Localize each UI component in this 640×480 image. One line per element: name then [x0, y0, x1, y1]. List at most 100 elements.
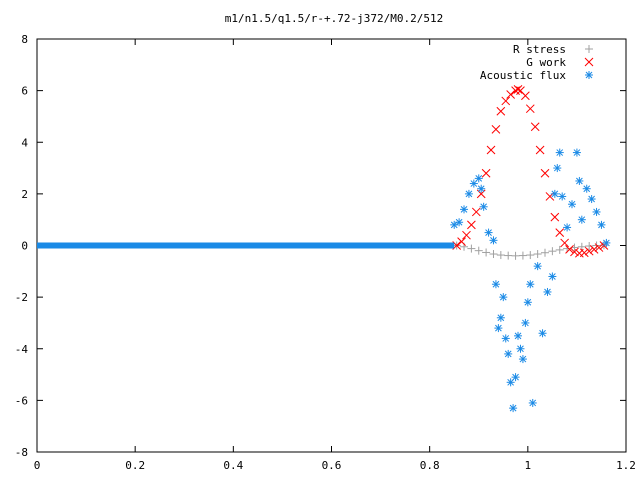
data-point [548, 247, 557, 256]
data-point [469, 179, 478, 188]
y-tick-label: 0 [21, 240, 28, 253]
data-point [533, 262, 542, 271]
data-point [584, 246, 594, 256]
series-0 [452, 241, 608, 260]
data-point [482, 248, 491, 257]
x-tick-label: 0.2 [125, 459, 145, 472]
data-point [535, 145, 545, 155]
data-point [489, 236, 498, 245]
data-point [565, 245, 574, 254]
chart-title: m1/n1.5/q1.5/r-+.72-j372/M0.2/512 [225, 12, 444, 25]
y-tick-label: -2 [15, 291, 28, 304]
data-point [460, 205, 469, 214]
data-point [525, 104, 535, 114]
data-point [516, 344, 525, 353]
data-point [594, 243, 604, 252]
data-point [471, 207, 481, 217]
data-point [528, 398, 537, 407]
data-point [518, 355, 527, 364]
data-point [553, 164, 562, 173]
legend-marker [585, 71, 593, 79]
data-point [597, 220, 606, 229]
legend-marker [585, 45, 593, 53]
data-point [560, 238, 569, 248]
data-point [587, 195, 596, 204]
data-point [474, 174, 483, 183]
data-point [533, 250, 542, 259]
x-tick-label: 1 [525, 459, 532, 472]
data-point [499, 293, 508, 302]
data-point [572, 148, 581, 157]
data-point [491, 124, 501, 134]
data-point [555, 245, 564, 254]
data-point [464, 189, 473, 198]
data-point [479, 202, 488, 211]
legend-label: Acoustic flux [480, 69, 566, 82]
data-point [513, 84, 523, 94]
data-point [511, 373, 520, 382]
y-tick-label: -4 [15, 343, 29, 356]
data-point [501, 334, 510, 343]
axis-ticks: 0 0.2 0.4 0.6 0.8 1 1.2 8 6 4 2 0 -2 -4 -6 -8 [15, 33, 636, 472]
y-tick-label: 2 [21, 188, 28, 201]
data-point [496, 251, 505, 260]
data-point [550, 212, 560, 222]
data-point [558, 192, 567, 201]
x-tick-label: 0 [34, 459, 41, 472]
legend-marker [584, 57, 594, 67]
dense-marker-band [37, 242, 455, 249]
legend-label: R stress [513, 43, 566, 56]
series-3 [37, 242, 455, 249]
data-point [575, 176, 584, 185]
data-point [509, 404, 518, 413]
x-tick-label: 1.2 [616, 459, 636, 472]
data-point [526, 251, 535, 260]
data-point [538, 329, 547, 338]
data-point [555, 228, 565, 237]
data-point [506, 378, 515, 387]
data-point [501, 96, 511, 106]
data-point [518, 251, 527, 260]
series-2 [450, 148, 611, 413]
data-point [496, 106, 506, 116]
data-point [541, 248, 550, 257]
data-series [37, 84, 611, 413]
data-point [521, 91, 530, 101]
data-point [486, 145, 496, 155]
data-point [514, 331, 523, 340]
data-point [477, 184, 486, 193]
data-point [494, 324, 503, 333]
data-point [530, 122, 540, 132]
data-point [523, 298, 532, 307]
legend-label: G work [526, 56, 566, 69]
data-point [504, 349, 513, 358]
data-point [548, 272, 557, 281]
series-1 [452, 84, 609, 258]
data-point [496, 313, 505, 322]
data-point [550, 189, 559, 198]
data-point [570, 247, 579, 257]
y-tick-label: 4 [21, 136, 28, 149]
data-point [481, 168, 491, 178]
y-tick-label: 8 [21, 33, 28, 46]
data-point [467, 244, 476, 253]
data-point [455, 218, 464, 227]
data-point [540, 168, 550, 178]
data-point [555, 148, 564, 157]
data-point [504, 251, 513, 260]
data-point [582, 184, 591, 193]
data-point [484, 228, 493, 237]
data-point [577, 215, 586, 224]
data-point [521, 318, 530, 327]
y-tick-label: 6 [21, 85, 28, 98]
data-point [462, 230, 471, 240]
data-point [579, 248, 589, 258]
x-tick-label: 0.8 [420, 459, 440, 472]
data-point [506, 90, 516, 99]
data-point [585, 242, 594, 251]
x-tick-label: 0.6 [322, 459, 342, 472]
data-point [474, 246, 483, 255]
data-point [489, 250, 498, 259]
